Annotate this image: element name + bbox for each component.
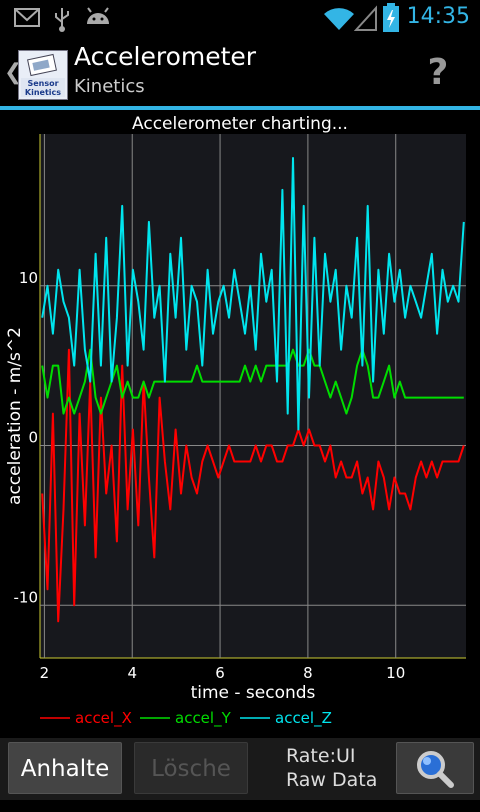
usb-icon bbox=[55, 8, 69, 32]
accelerometer-chart[interactable]: 2 4 6 8 10 -10 0 10 time - seconds acceleration … bbox=[0, 110, 480, 738]
chart-title: Accelerometer charting... bbox=[132, 114, 348, 134]
legend-item: accel_X bbox=[75, 709, 132, 728]
legend-item: accel_Z bbox=[275, 709, 332, 728]
status-bar: 14:35 bbox=[0, 0, 480, 38]
action-bar bbox=[0, 38, 480, 106]
x-tick-label: 4 bbox=[127, 664, 137, 682]
wifi-icon bbox=[324, 8, 354, 30]
rate-selector[interactable]: Rate:UI Raw Data bbox=[286, 744, 386, 792]
action-bar-divider bbox=[0, 106, 480, 110]
svg-text:Kinetics: Kinetics bbox=[25, 88, 61, 97]
x-tick-label: 6 bbox=[215, 664, 225, 682]
rate-label: Rate:UI bbox=[286, 745, 356, 767]
gmail-icon bbox=[14, 8, 40, 27]
signal-icon bbox=[354, 5, 377, 31]
plot-background bbox=[40, 134, 466, 658]
android-debug-icon bbox=[87, 7, 109, 24]
x-tick-label: 10 bbox=[386, 664, 405, 682]
y-tick-label: -10 bbox=[14, 588, 39, 606]
legend-item: accel_Y bbox=[175, 709, 232, 728]
x-tick-label: 2 bbox=[40, 664, 50, 682]
x-tick-label: 8 bbox=[303, 664, 313, 682]
sensor-kinetics-logo-icon: Sensor Kinetics bbox=[19, 51, 67, 99]
status-time: 14:35 bbox=[406, 4, 470, 29]
series-line-accel-x bbox=[41, 348, 465, 623]
series-line-accel-z bbox=[41, 157, 465, 431]
app-icon[interactable]: Sensor Kinetics bbox=[18, 50, 68, 100]
y-axis-label: acceleration - m/s^2 bbox=[5, 327, 25, 505]
clear-button[interactable]: Lösche bbox=[134, 742, 248, 794]
svg-text:Sensor: Sensor bbox=[27, 79, 58, 88]
page-title: Accelerometer bbox=[74, 42, 257, 71]
y-tick-label: 0 bbox=[28, 429, 38, 447]
help-button[interactable]: ? bbox=[427, 52, 449, 93]
battery-charging-icon bbox=[383, 3, 399, 32]
mode-label: Raw Data bbox=[286, 769, 378, 791]
x-axis-label: time - seconds bbox=[191, 683, 316, 703]
magnifier-icon bbox=[417, 751, 454, 788]
back-chevron-icon[interactable]: ❮ bbox=[4, 60, 23, 85]
y-tick-label: 10 bbox=[19, 269, 38, 287]
page-subtitle: Kinetics bbox=[74, 76, 145, 97]
pause-button[interactable]: Anhalte bbox=[8, 742, 122, 794]
zoom-button[interactable] bbox=[396, 742, 474, 794]
